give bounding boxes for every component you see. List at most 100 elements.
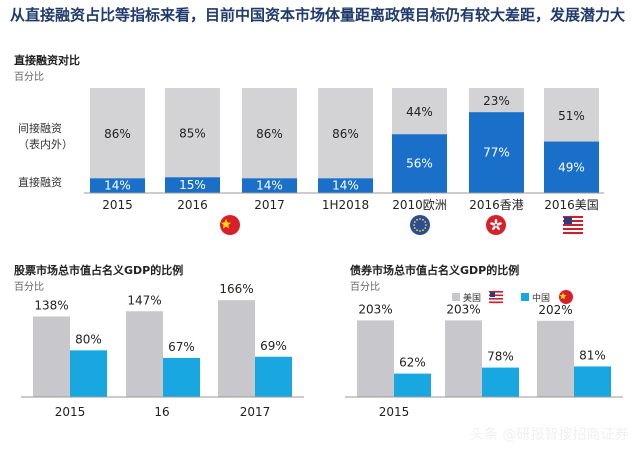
eu-flag-star [413,224,415,226]
chart3-legend-swatch-us [452,293,460,301]
eu-flag-star [422,218,424,221]
chart1-label-direct: 15% [179,178,206,192]
chart3-category-label: 2015 [379,405,410,419]
chart1-bar-indirect [90,88,145,179]
us-flag-canton [490,292,495,297]
chart1-bar-direct [318,178,373,193]
eu-flag-star [413,221,416,223]
chart1-category-label: 2015 [102,198,133,212]
chart3-unit: 百分比 [350,282,380,293]
chart1-bar-direct [544,141,599,193]
chart3-label-us: 203% [358,302,392,316]
eu-flag-icon [410,215,430,235]
chart3-legend-label-us: 美国 [463,292,481,304]
chart1-category-label: 1H2018 [322,198,369,212]
hongkong-flag-petal [494,218,498,225]
eu-flag-star [419,230,421,232]
chart1-row-label: （表内外） [18,137,73,151]
eu-flag-star [416,218,418,221]
chart1-label-indirect: 44% [406,105,433,119]
chart2-label-us: 147% [127,293,161,307]
chart3-label-us: 203% [446,302,480,316]
chart1-bar-direct [242,178,297,193]
hongkong-flag-icon [486,215,506,235]
chart1-unit: 百分比 [14,72,44,83]
chart3-bar-us [537,320,574,397]
chart3-bar-us [357,320,394,397]
us-flag-stripe [563,220,583,222]
chart2-bar-cn [163,357,200,397]
chart1-row-label: 直接融资 [18,175,62,189]
chart1-bar-direct [90,178,145,193]
watermark: 头条 @研报智搜招商证券 [470,427,629,443]
us-flag-stripe [563,232,583,234]
chart1-label-indirect: 23% [483,94,510,108]
chart2-label-cn: 67% [168,340,195,354]
chart1-category-label: 2016 [177,198,208,212]
chart1-category-label: 2016香港 [469,198,524,212]
chart3-label-cn: 78% [487,350,514,364]
chart1-label-direct: 56% [406,157,433,171]
eu-flag-star [416,229,418,232]
chart1-label-direct: 14% [332,179,359,193]
chart1-bar-direct [392,134,447,193]
chart3-bar-cn [574,366,611,397]
chart1-bar-indirect [242,88,297,179]
chart2-label-us: 166% [219,282,253,296]
chart1-label-indirect: 85% [179,127,206,141]
chart2-category-label: 16 [154,405,169,419]
eu-flag-star [424,221,427,223]
eu-flag-star [419,218,421,220]
chart2-bar-us [218,300,255,397]
eu-flag-star [422,229,424,232]
chart2-bar-us [33,316,70,397]
chart1-row-label: 间接融资 [18,122,62,135]
page-headline: 从直接融资占比等指标来看，目前中国资本市场体量距离政策目标仍有较大差距，发展潜力… [10,6,626,24]
chart3-legend-label-cn: 中国 [532,292,550,304]
chart3-label-us: 202% [538,303,572,317]
hongkong-flag-petal [492,225,496,231]
chart3-label-cn: 62% [399,356,426,370]
us-flag-stripe [489,294,503,297]
chart2-bar-cn [70,350,107,397]
chart2-label-cn: 69% [260,339,287,353]
chart1-label-direct: 14% [256,179,283,193]
china-flag-star [221,219,231,229]
us-flag-stripe [563,216,583,218]
chart2-category-label: 2015 [55,405,86,419]
chart3-bar-us [445,320,482,397]
chart2-label-cn: 80% [75,332,102,346]
chart1-category-label: 2010欧洲 [392,198,447,212]
chart2-unit: 百分比 [14,282,44,293]
us-flag-canton [564,217,572,224]
hongkong-flag-petal [496,222,502,226]
chart2-category-label: 2017 [240,405,271,419]
eu-flag-star [424,227,427,229]
chart1-bar-indirect [469,88,524,113]
chart1-label-indirect: 86% [104,127,131,141]
china-flag-star [559,292,567,300]
us-flag-stripe [489,291,503,293]
chart1-bar-indirect [165,88,220,178]
us-flag-stripe [563,224,583,226]
us-flag-stripe [489,301,503,304]
china-flag-icon [559,290,573,304]
chart1-category-label: 2016美国 [544,198,599,212]
chart1-bar-indirect [318,88,373,179]
eu-flag-star [413,227,416,229]
chart1-bar-direct [165,177,220,193]
us-flag-stripe [563,228,583,230]
chart3-title: 债券市场总市值占名义GDP的比例 [350,264,520,277]
chart1-bar-direct [469,112,524,193]
chart3-bar-cn [394,373,431,397]
chart1-label-direct: 77% [483,146,510,160]
chart1-label-indirect: 86% [256,127,283,141]
chart3-legend-swatch-cn [521,293,529,301]
chart2-bar-cn [255,356,292,397]
eu-flag-star [425,224,427,226]
hongkong-flag-petal [490,222,496,226]
chart1-label-indirect: 51% [558,109,585,123]
us-flag-stripe [489,298,503,300]
chart1-label-indirect: 86% [332,127,359,141]
